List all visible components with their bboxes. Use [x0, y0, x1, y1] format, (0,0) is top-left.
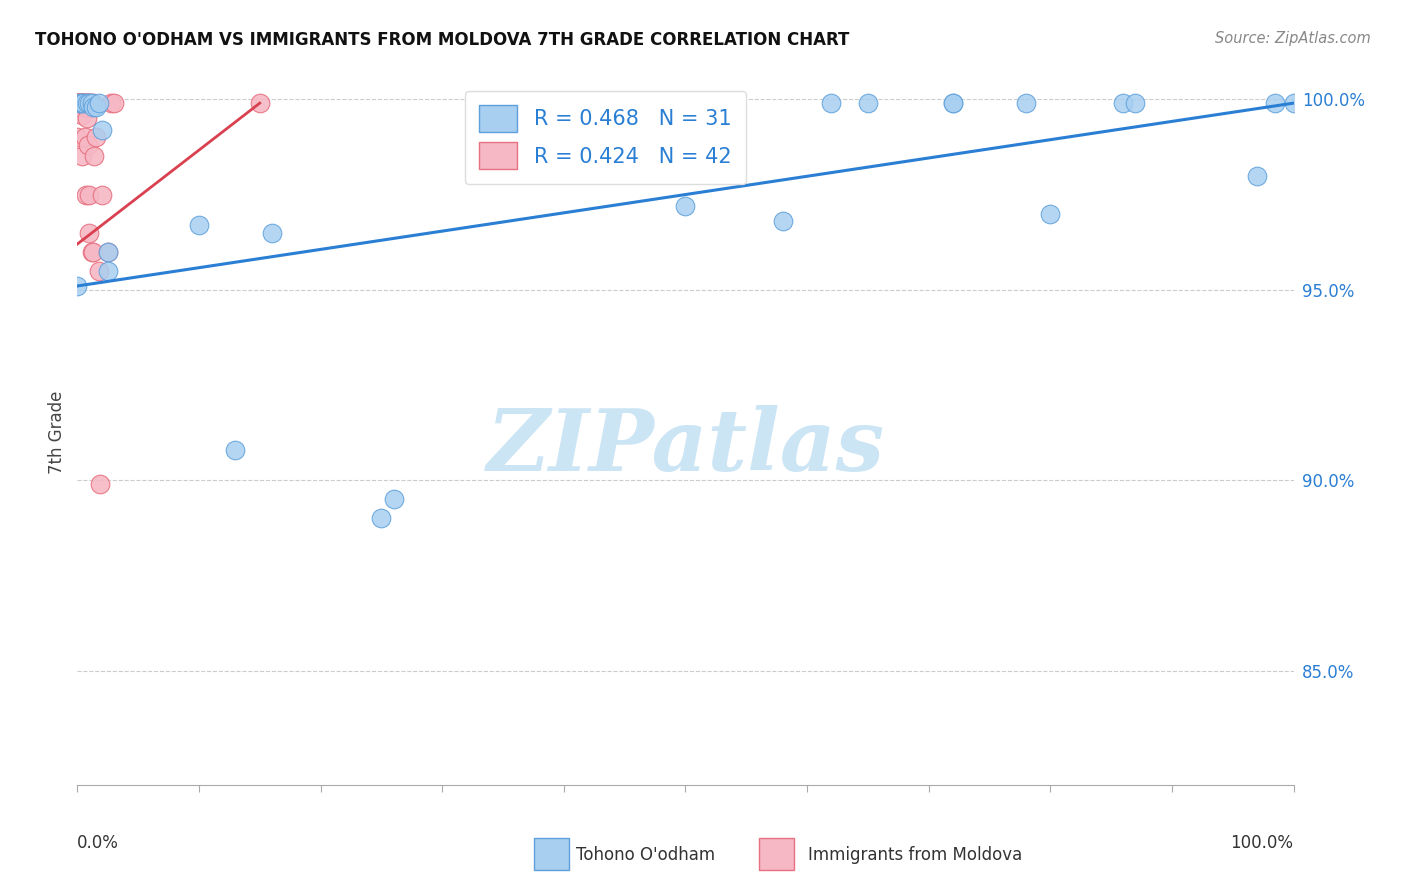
Point: [70, 107, 93, 121]
Point: [1039, 206, 1062, 220]
Point: [84, 100, 107, 114]
Point: [675, 199, 697, 213]
Text: ZIPatlas: ZIPatlas: [486, 405, 884, 489]
Point: [72, 96, 94, 111]
Point: [66, 96, 89, 111]
Point: [66, 279, 89, 293]
Point: [382, 492, 405, 507]
Point: [77, 96, 100, 111]
Point: [70, 96, 93, 111]
Legend: R = 0.468   N = 31, R = 0.424   N = 42: R = 0.468 N = 31, R = 0.424 N = 42: [465, 91, 745, 184]
Point: [82, 96, 104, 111]
Point: [97, 244, 120, 259]
Point: [82, 244, 104, 259]
Text: 0.0%: 0.0%: [77, 834, 120, 852]
Point: [82, 100, 104, 114]
Point: [1125, 96, 1147, 111]
Point: [75, 96, 97, 111]
Point: [83, 149, 105, 163]
Point: [97, 264, 120, 278]
Point: [69, 96, 91, 111]
Point: [79, 96, 101, 111]
Point: [1264, 96, 1286, 111]
Point: [75, 187, 97, 202]
Point: [72, 96, 94, 111]
Point: [66, 96, 89, 111]
Point: [69, 96, 91, 111]
Point: [80, 96, 103, 111]
Point: [1282, 96, 1305, 111]
Point: [1112, 96, 1135, 111]
Point: [89, 477, 111, 491]
Point: [97, 244, 120, 259]
Point: [772, 214, 794, 228]
Point: [72, 96, 94, 111]
Point: [70, 96, 93, 111]
Point: [84, 130, 107, 145]
Point: [69, 96, 91, 111]
Point: [77, 138, 100, 153]
Point: [80, 244, 103, 259]
Point: [260, 226, 283, 240]
Point: [73, 130, 96, 145]
Point: [70, 96, 93, 111]
Text: Immigrants from Moldova: Immigrants from Moldova: [808, 846, 1022, 863]
Point: [66, 96, 89, 111]
Y-axis label: 7th Grade: 7th Grade: [48, 391, 66, 475]
Point: [1246, 169, 1268, 183]
Point: [89, 96, 111, 111]
Text: Tohono O'odham: Tohono O'odham: [576, 846, 716, 863]
Point: [79, 187, 101, 202]
Point: [79, 96, 101, 111]
Point: [76, 96, 98, 111]
Point: [73, 96, 96, 111]
Point: [70, 149, 93, 163]
Point: [75, 100, 97, 114]
Point: [76, 112, 98, 126]
Point: [224, 442, 246, 457]
Text: TOHONO O'ODHAM VS IMMIGRANTS FROM MOLDOVA 7TH GRADE CORRELATION CHART: TOHONO O'ODHAM VS IMMIGRANTS FROM MOLDOV…: [35, 31, 849, 49]
Point: [66, 96, 89, 111]
Point: [103, 96, 125, 111]
Point: [942, 96, 965, 111]
Point: [76, 96, 98, 111]
Point: [188, 218, 211, 232]
Point: [856, 96, 879, 111]
Point: [249, 96, 271, 111]
Point: [90, 187, 112, 202]
Point: [70, 96, 93, 111]
Point: [90, 123, 112, 137]
Text: Source: ZipAtlas.com: Source: ZipAtlas.com: [1215, 31, 1371, 46]
Point: [1015, 96, 1038, 111]
Text: 100.0%: 100.0%: [1230, 834, 1294, 852]
Point: [66, 130, 89, 145]
Point: [80, 96, 103, 111]
Point: [820, 96, 842, 111]
Point: [89, 264, 111, 278]
Point: [370, 511, 392, 525]
Point: [100, 96, 122, 111]
Point: [66, 100, 89, 114]
Point: [942, 96, 965, 111]
Point: [79, 226, 101, 240]
Point: [66, 96, 89, 111]
Point: [72, 96, 94, 111]
